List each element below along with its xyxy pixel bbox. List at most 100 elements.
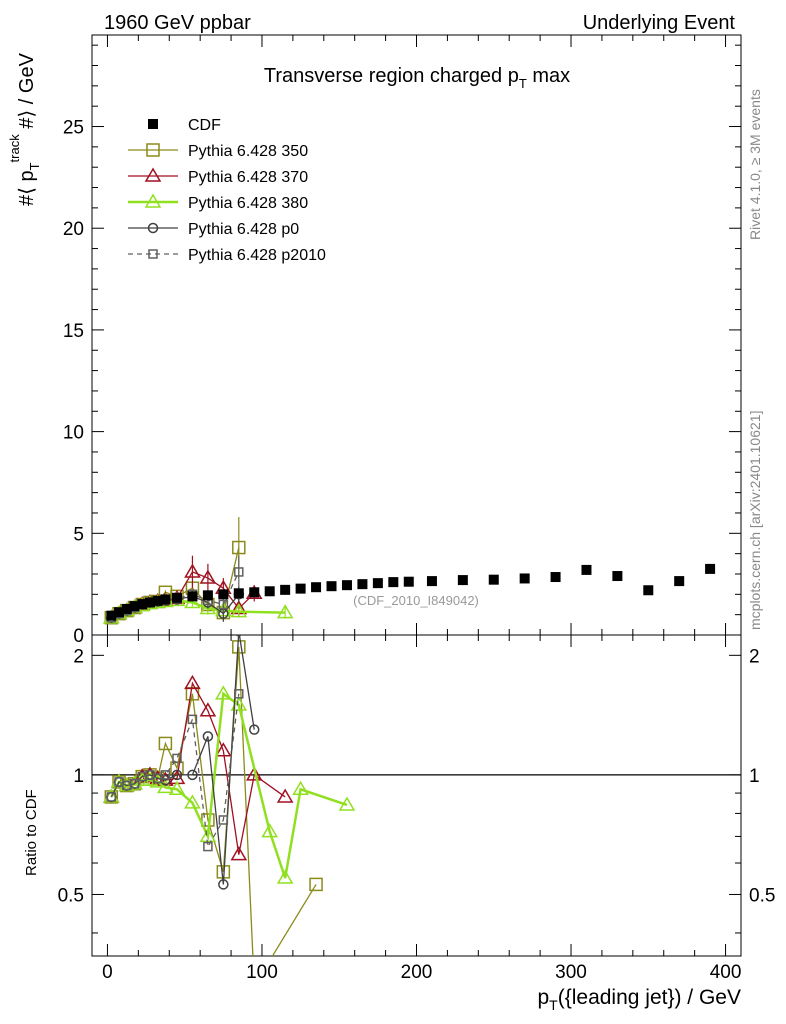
ratio-series-p2010 [106,689,244,852]
ratio-y-tick-label: 1 [73,766,84,787]
ratio-y-tick-label-right: 0.5 [749,885,775,906]
data-point-p380 [199,600,217,615]
ratio-line-p0 [110,635,255,885]
data-point-cdf [233,588,244,599]
data-point-cdf [202,590,213,601]
legend: CDF Pythia 6.428 350 Pythia 6.428 370 Pythi… [128,117,326,264]
legend-marker-p380 [144,193,162,208]
legend-marker-p2010 [148,249,158,259]
ratio-y-tick-label: 2 [73,646,84,667]
data-point-cdf [295,583,306,594]
data-point-cdf [264,586,275,597]
ratio-point-p2010 [203,841,213,852]
header-right: Underlying Event [583,12,736,34]
ratio-point-p350 [158,736,173,751]
data-point-cdf [137,599,148,610]
legend-label-p370: Pythia 6.428 370 [188,169,308,186]
main-y-axis-label: #⟨ pTtrack #⟩ / GeV [7,52,42,206]
legend-marker-p350 [146,143,160,157]
ratio-point-p0 [202,731,214,742]
x-axis-label: pT({leading jet}) / GeV [537,986,741,1013]
ratio-point-p0 [171,769,183,781]
chart-title: Transverse region charged pT max [264,65,570,91]
legend-label-p350: Pythia 6.428 350 [188,143,308,160]
data-point-p2010 [218,599,229,610]
main-y-tick-label: 10 [63,423,84,444]
ratio-point-p2010 [218,815,229,825]
data-point-p350 [232,540,246,555]
data-point-cdf [550,572,561,583]
ratio-y-tick-label-right: 2 [749,646,760,667]
data-point-cdf [160,594,171,605]
x-tick-label: 100 [246,962,278,983]
x-tick-label: 200 [401,962,433,983]
legend-label-p380: Pythia 6.428 380 [188,195,308,212]
data-point-p380 [276,604,294,619]
data-point-cdf [643,585,654,596]
ratio-point-p0 [187,769,198,781]
ratio-point-p350 [309,877,323,892]
ratio-point-p2010 [106,792,117,802]
ratio-point-p370 [184,674,201,690]
ratio-point-p380 [276,869,294,884]
data-point-cdf [114,607,125,618]
data-point-p370 [184,563,201,578]
data-point-cdf [129,601,140,612]
ratio-point-p2010 [187,714,198,725]
ratio-point-p380 [215,685,232,700]
data-point-cdf [152,595,163,606]
data-point-cdf [372,578,383,589]
ratio-point-p0 [160,774,171,786]
data-point-cdf [121,603,132,614]
ratio-point-p380 [168,780,186,796]
data-point-cdf [341,580,352,591]
main-y-tick-label: 20 [63,219,84,240]
main-panel: 0 5 10 15 20 25 Transverse region charged pT m… [7,34,742,647]
data-point-cdf [357,579,368,590]
legend-marker-cdf [148,119,158,129]
data-point-p2010 [234,567,244,577]
ratio-point-p380 [230,696,248,711]
data-point-cdf [488,574,499,585]
x-tick-label: 400 [710,962,742,983]
data-point-cdf [218,589,229,600]
data-point-p380 [184,593,201,609]
ratio-series-p0 [106,635,260,890]
header-left: 1960 GeV ppbar [104,12,251,34]
ratio-point-p0 [249,724,260,735]
data-point-cdf [388,577,399,588]
data-point-cdf [426,576,437,587]
data-point-cdf [581,564,592,575]
side-label-bottom: mcplots.cern.ch [arXiv:2401.10621] [747,411,763,630]
data-point-cdf [144,597,155,608]
side-label-top: Rivet 4.1.0, ≥ 3M events [747,89,763,240]
main-y-tick-label: 25 [63,118,84,139]
ratio-panel: 0 100 200 300 400 0.5 0.5 1 1 2 2 Ratio to CDF pT({l… [23,634,775,1013]
ratio-point-p370 [230,846,248,861]
ratio-point-p380 [292,780,309,796]
data-point-cdf [674,576,685,587]
watermark: (CDF_2010_I849042) [353,593,479,608]
ratio-point-p370 [199,702,217,717]
data-point-cdf [519,573,530,584]
series-cdf [106,563,716,621]
x-tick-label: 0 [102,962,113,983]
main-data [103,517,716,625]
ratio-point-p380 [184,794,201,809]
data-point-cdf [280,584,291,595]
data-point-cdf [106,610,117,621]
data-point-p380 [230,603,248,618]
legend-label-p0: Pythia 6.428 p0 [188,221,299,238]
ratio-point-p2010 [129,778,140,789]
legend-label-p2010: Pythia 6.428 p2010 [188,247,326,264]
ratio-y-tick-label: 0.5 [58,885,84,906]
legend-marker-p0 [147,222,159,234]
ratio-point-p2010 [160,770,171,780]
ratio-point-p380 [261,823,279,838]
data-point-cdf [705,563,716,574]
data-point-cdf [187,591,198,602]
ratio-point-p0 [218,879,229,890]
ratio-series-p370 [103,674,294,861]
data-point-p370 [199,569,217,584]
